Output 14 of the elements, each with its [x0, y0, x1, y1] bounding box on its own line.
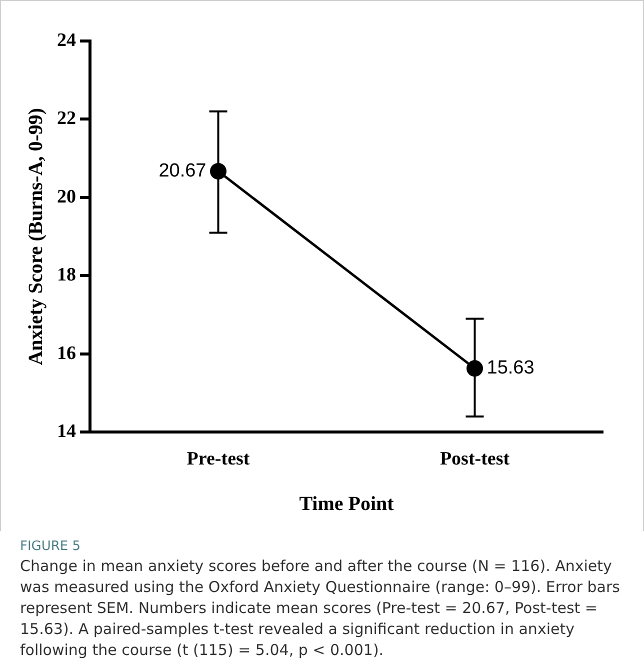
x-tick-label: Pre-test [186, 448, 250, 470]
data-label: 15.63 [486, 358, 534, 379]
x-axis-title: Time Point [299, 493, 394, 516]
y-tick-label: 14 [57, 421, 76, 442]
x-tick-label: Post-test [440, 448, 510, 470]
y-axis-title: Anxiety Score (Burns-A, 0-99) [25, 108, 48, 366]
y-tick-label: 24 [57, 30, 76, 51]
data-label: 20.67 [158, 160, 206, 182]
text: Change in mean anxiety scores before and after the course (N = 116). Anxiety was measured using the Oxford Anxiety Questionnaire (range: 0–99). Error bars represent SEM. Numbers indicate mean scores (Pre-test = 20.67, Post-test = 15.63). A paired-samples t-test revealed a significant reduction in anxiety following the course (t (115) = 5.04, p < 0.001). [20, 556, 621, 661]
y-tick-label: 22 [57, 108, 76, 130]
y-tick-label: 18 [57, 264, 76, 286]
y-tick-label: 20 [57, 186, 76, 208]
caption: FIGURE 5 [20, 539, 82, 554]
y-tick-label: 16 [57, 342, 76, 364]
